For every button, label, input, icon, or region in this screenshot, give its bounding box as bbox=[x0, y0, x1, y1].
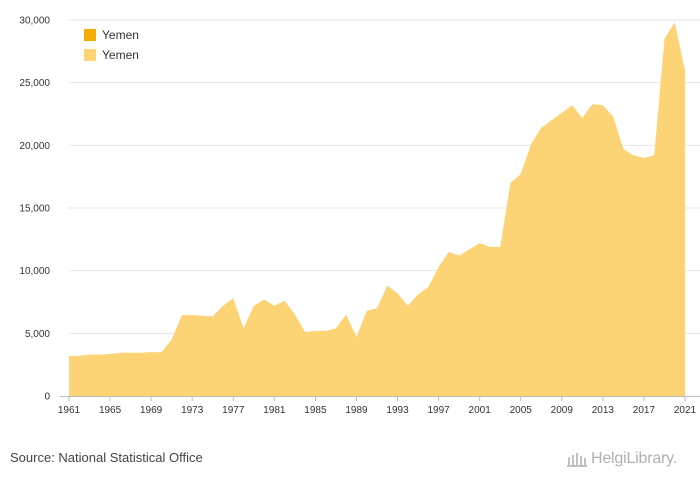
legend: Yemen Yemen bbox=[84, 28, 139, 62]
helgilibrary-logo[interactable]: HelgiLibrary. bbox=[566, 449, 677, 469]
x-tick-label: 1997 bbox=[427, 405, 450, 416]
library-building-icon bbox=[567, 453, 587, 467]
y-axis: 0 5,000 10,000 15,000 20,000 25,000 30,000 bbox=[19, 16, 50, 403]
x-tick-label: 1993 bbox=[386, 405, 409, 416]
y-tick-label: 30,000 bbox=[19, 16, 50, 27]
x-tick-label: 1977 bbox=[222, 405, 245, 416]
legend-label[interactable]: Yemen bbox=[102, 48, 139, 62]
x-tick-label: 1965 bbox=[99, 405, 122, 416]
x-tick-label: 2005 bbox=[510, 405, 533, 416]
y-tick-label: 25,000 bbox=[19, 78, 50, 89]
x-tick-label: 2017 bbox=[633, 405, 656, 416]
area-series-2[interactable] bbox=[69, 22, 685, 396]
x-tick-label: 1961 bbox=[58, 405, 81, 416]
x-tick-label: 1981 bbox=[263, 405, 286, 416]
x-tick-label: 1973 bbox=[181, 405, 204, 416]
legend-swatch[interactable] bbox=[84, 49, 96, 61]
area-chart: 1961 1965 1969 1973 1977 1981 1985 1989 1993 1997… bbox=[19, 16, 700, 416]
x-tick-label: 2001 bbox=[469, 405, 492, 416]
x-tick-label: 1985 bbox=[304, 405, 327, 416]
source-note: Source: National Statistical Office bbox=[10, 450, 203, 465]
legend-swatch[interactable] bbox=[84, 29, 96, 41]
legend-label[interactable]: Yemen bbox=[102, 28, 139, 42]
x-tick-label: 1969 bbox=[140, 405, 163, 416]
x-tick-label: 2009 bbox=[551, 405, 574, 416]
logo-text: HelgiLibrary. bbox=[591, 450, 678, 467]
x-axis: 1961 1965 1969 1973 1977 1981 1985 1989 1993 1997… bbox=[58, 396, 700, 416]
y-tick-label: 0 bbox=[44, 392, 50, 403]
y-tick-label: 20,000 bbox=[19, 141, 50, 152]
x-tick-label: 2013 bbox=[592, 405, 615, 416]
x-tick-label: 1989 bbox=[345, 405, 368, 416]
y-tick-label: 5,000 bbox=[25, 329, 50, 340]
area-series bbox=[69, 22, 685, 396]
y-tick-label: 10,000 bbox=[19, 266, 50, 277]
x-tick-label: 2021 bbox=[674, 405, 697, 416]
y-tick-label: 15,000 bbox=[19, 204, 50, 215]
